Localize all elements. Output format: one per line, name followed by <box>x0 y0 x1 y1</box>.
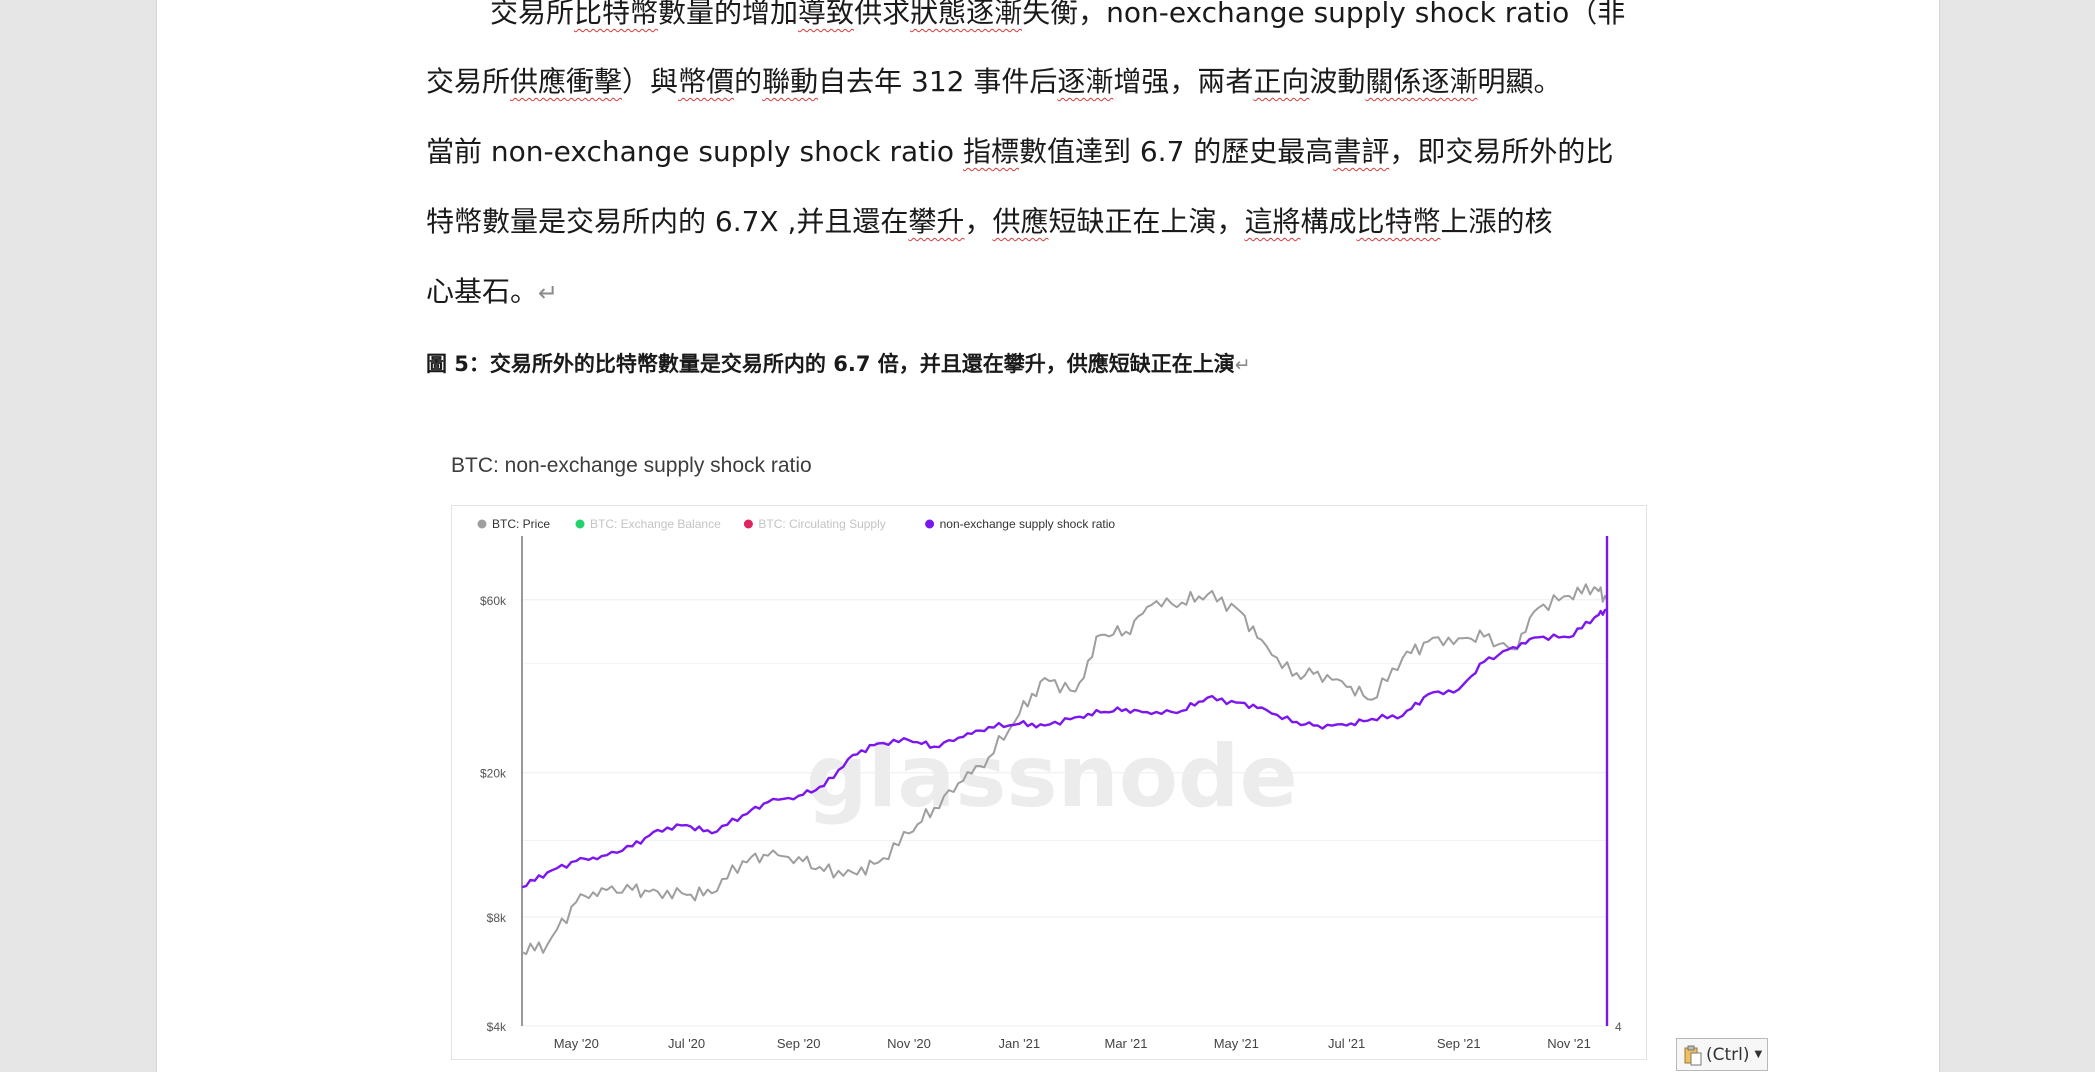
x-tick-label: Jul '20 <box>668 1036 705 1051</box>
chart-frame[interactable]: glassnode $4k $8k $20k $60k 4 May '20 Jul '20 Se… <box>451 505 1647 1060</box>
paste-options-button[interactable]: (Ctrl) ▼ <box>1676 1038 1768 1071</box>
figure-caption[interactable]: 圖 5：交易所外的比特幣數量是交易所内的 6.7 倍，并且還在攀升，供應短缺正在… <box>426 352 1251 376</box>
x-tick-label: May '20 <box>554 1036 599 1051</box>
paragraph-line: 特幣數量是交易所内的 6.7X ,并且還在攀升，供應短缺正在上演，這將構成比特幣… <box>426 205 1553 238</box>
y-right-tick-label: 4 <box>1615 1020 1622 1034</box>
paragraph-line: 心基石。↵ <box>426 275 559 308</box>
x-tick-label: Sep '20 <box>777 1036 821 1051</box>
x-tick-label: May '21 <box>1214 1036 1259 1051</box>
x-tick-label: Jul '21 <box>1328 1036 1365 1051</box>
paragraph-line: 交易所供應衝擊）與幣價的聯動自去年 312 事件后逐漸增强，兩者正向波動關係逐漸… <box>426 65 1562 98</box>
legend-label: non-exchange supply shock ratio <box>940 517 1116 531</box>
y-tick-label: $20k <box>480 767 507 781</box>
x-tick-label: Nov '20 <box>887 1036 931 1051</box>
paragraph-mark: ↵ <box>538 279 559 307</box>
x-tick-label: Jan '21 <box>999 1036 1041 1051</box>
chevron-down-icon: ▼ <box>1754 1049 1763 1060</box>
series-line <box>521 583 1608 956</box>
x-tick-label: Mar '21 <box>1105 1036 1148 1051</box>
legend-label: BTC: Price <box>492 517 550 531</box>
legend-marker <box>743 519 753 529</box>
legend-label: BTC: Exchange Balance <box>590 517 721 531</box>
legend-marker <box>477 519 487 529</box>
paragraph-mark: ↵ <box>1234 354 1251 376</box>
paragraph-line: 交易所比特幣數量的增加導致供求狀態逐漸失衡，non-exchange suppl… <box>490 0 1626 29</box>
x-tick-label: Sep '21 <box>1437 1036 1481 1051</box>
legend-marker <box>925 519 935 529</box>
paste-options-label: (Ctrl) <box>1706 1044 1750 1065</box>
paragraph-line: 當前 non-exchange supply shock ratio 指標數值達… <box>426 135 1614 168</box>
legend-marker <box>575 519 585 529</box>
y-tick-label: $4k <box>487 1020 507 1034</box>
chart-title: BTC: non-exchange supply shock ratio <box>451 454 812 477</box>
x-tick-label: Nov '21 <box>1547 1036 1591 1051</box>
clipboard-icon <box>1684 1045 1702 1065</box>
y-tick-label: $60k <box>480 594 507 608</box>
y-tick-label: $8k <box>487 911 507 925</box>
legend-label: BTC: Circulating Supply <box>758 517 885 531</box>
watermark: glassnode <box>806 727 1298 827</box>
series-line <box>521 608 1608 889</box>
chart-svg: glassnode $4k $8k $20k $60k 4 May '20 Jul '20 Se… <box>477 517 1622 1051</box>
